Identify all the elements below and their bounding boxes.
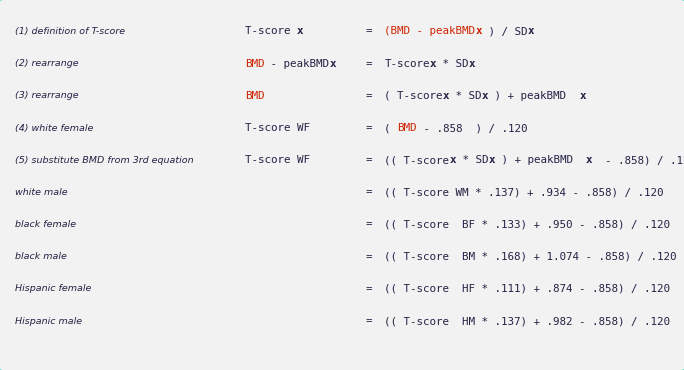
Text: x: x — [449, 155, 456, 165]
Text: x: x — [579, 91, 586, 101]
Text: - peakBMD: - peakBMD — [265, 58, 330, 69]
Text: (( T-score  BM * .168) + 1.074 - .858) / .120: (( T-score BM * .168) + 1.074 - .858) / … — [384, 252, 677, 262]
Text: =: = — [366, 155, 373, 165]
Text: =: = — [366, 91, 373, 101]
Text: * SD: * SD — [436, 58, 469, 69]
Text: (( T-score  HF * .111) + .874 - .858) / .120: (( T-score HF * .111) + .874 - .858) / .… — [384, 284, 670, 294]
Text: - .858) / .120: - .858) / .120 — [592, 155, 684, 165]
Text: =: = — [366, 187, 373, 198]
Text: =: = — [366, 26, 373, 37]
Text: - .858  ) / .120: - .858 ) / .120 — [417, 123, 527, 133]
Text: * SD: * SD — [449, 91, 482, 101]
Text: (( T-score: (( T-score — [384, 155, 449, 165]
Text: * SD: * SD — [456, 155, 488, 165]
Text: BMD: BMD — [397, 123, 417, 133]
Text: (5) substitute BMD from 3rd equation: (5) substitute BMD from 3rd equation — [15, 156, 194, 165]
Text: (: ( — [384, 123, 397, 133]
Text: x: x — [469, 58, 475, 69]
Text: ) / SD: ) / SD — [482, 26, 527, 37]
Text: x: x — [443, 91, 449, 101]
Text: =: = — [366, 219, 373, 230]
Text: x: x — [482, 91, 488, 101]
Text: =: = — [366, 58, 373, 69]
Text: BMD: BMD — [245, 58, 265, 69]
Text: (( T-score  HM * .137) + .982 - .858) / .120: (( T-score HM * .137) + .982 - .858) / .… — [384, 316, 670, 326]
Text: x: x — [488, 155, 495, 165]
Text: T-score: T-score — [384, 58, 430, 69]
Text: white male: white male — [15, 188, 68, 197]
Text: Hispanic male: Hispanic male — [15, 317, 82, 326]
Text: black female: black female — [15, 220, 76, 229]
Text: =: = — [366, 284, 373, 294]
Text: T-score: T-score — [245, 26, 297, 37]
Text: ) + peakBMD: ) + peakBMD — [488, 91, 579, 101]
Text: (2) rearrange: (2) rearrange — [15, 59, 79, 68]
Text: ) + peakBMD: ) + peakBMD — [495, 155, 586, 165]
Text: (BMD - peakBMD: (BMD - peakBMD — [384, 26, 475, 37]
Text: x: x — [527, 26, 534, 37]
Text: T-score WF: T-score WF — [245, 155, 310, 165]
Text: =: = — [366, 123, 373, 133]
Text: (( T-score WM * .137) + .934 - .858) / .120: (( T-score WM * .137) + .934 - .858) / .… — [384, 187, 664, 198]
Text: black male: black male — [15, 252, 67, 261]
Text: x: x — [297, 26, 304, 37]
Text: (1) definition of T-score: (1) definition of T-score — [15, 27, 125, 36]
Text: (3) rearrange: (3) rearrange — [15, 91, 79, 100]
Text: (( T-score  BF * .133) + .950 - .858) / .120: (( T-score BF * .133) + .950 - .858) / .… — [384, 219, 670, 230]
Text: x: x — [586, 155, 592, 165]
Text: x: x — [475, 26, 482, 37]
Text: ( T-score: ( T-score — [384, 91, 443, 101]
Text: =: = — [366, 316, 373, 326]
Text: x: x — [430, 58, 436, 69]
Text: x: x — [330, 58, 336, 69]
Text: BMD: BMD — [245, 91, 265, 101]
Text: Hispanic female: Hispanic female — [15, 285, 92, 293]
Text: T-score WF: T-score WF — [245, 123, 310, 133]
Text: (4) white female: (4) white female — [15, 124, 94, 132]
Text: =: = — [366, 252, 373, 262]
